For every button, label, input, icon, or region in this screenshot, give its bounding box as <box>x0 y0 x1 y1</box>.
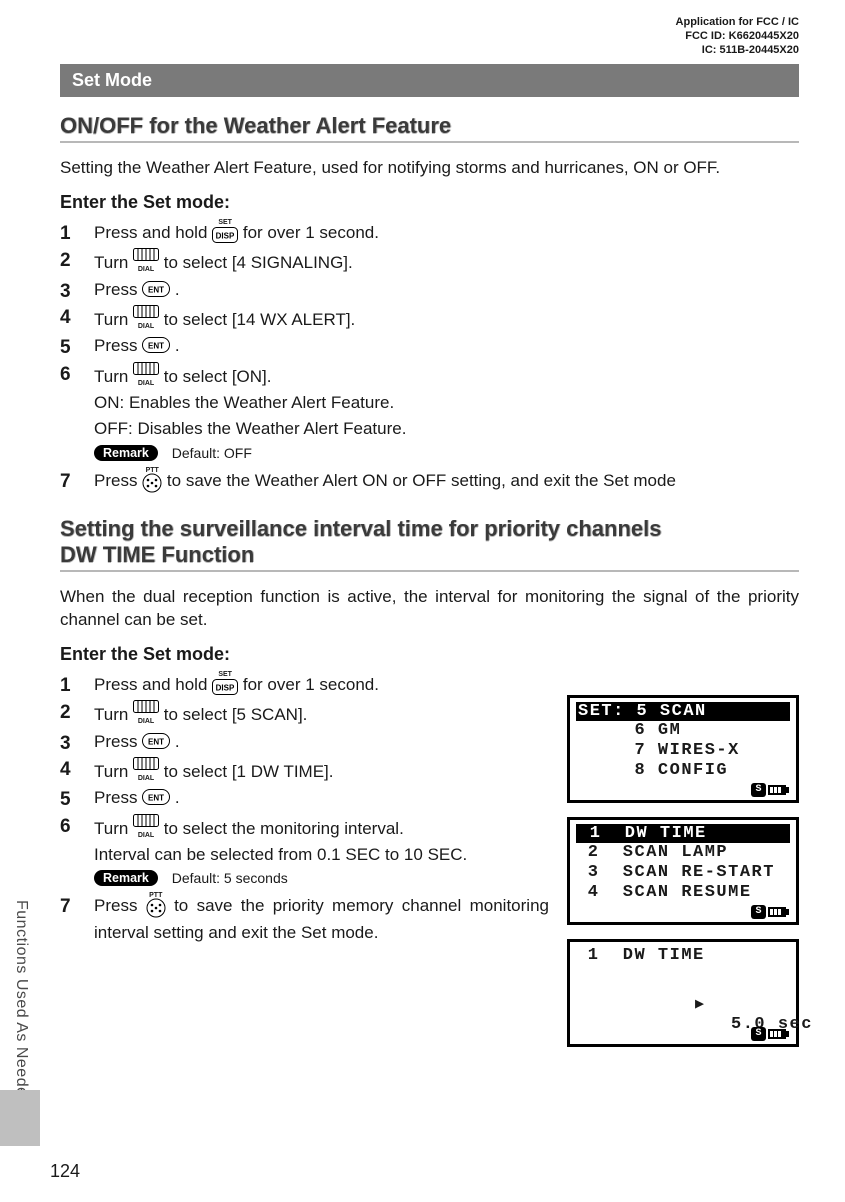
remark-text: Default: OFF <box>172 445 252 461</box>
side-chapter-label: Functions Used As Needed <box>12 900 30 1106</box>
remark-badge: Remark <box>94 445 158 461</box>
ent-key-icon: ENT <box>142 280 175 299</box>
step: Press and hold SET DISP for over 1 secon… <box>60 671 549 698</box>
lcd-status-icons: S <box>751 1027 790 1041</box>
side-tab-marker <box>0 1090 40 1146</box>
section-intro: Setting the Weather Alert Feature, used … <box>60 157 799 180</box>
battery-icon <box>768 784 790 796</box>
app-header-line: IC: 511B-20445X20 <box>676 44 799 58</box>
app-header-line: Application for FCC / IC <box>676 16 799 30</box>
steps-list: Press and hold SET DISP for over 1 secon… <box>60 219 799 390</box>
svg-text:DISP: DISP <box>216 231 235 240</box>
step: Press ENT . <box>60 785 549 811</box>
lcd-screen-dw-time-value: 1 DW TIME ▶ 5.0 sec S <box>567 939 799 1047</box>
lcd-row: 3 SCAN RE-START <box>576 863 790 883</box>
remark-badge: Remark <box>94 870 158 886</box>
option-off: OFF: Disables the Weather Alert Feature. <box>60 416 799 442</box>
step: Press ENT . <box>60 333 799 359</box>
svg-text:DISP: DISP <box>216 683 235 692</box>
step: Turn DIAL to select [14 WX ALERT]. <box>60 303 799 333</box>
ptt-key-icon: PTT <box>142 467 162 493</box>
lcd-status-icons: S <box>751 783 790 797</box>
steps-list: Press and hold SET DISP for over 1 secon… <box>60 671 549 842</box>
ptt-key-icon: PTT <box>146 892 166 918</box>
step: Turn DIAL to select [5 SCAN]. <box>60 698 549 728</box>
step: Press ENT . <box>60 729 549 755</box>
dial-knob-icon: DIAL <box>133 246 159 272</box>
lcd-row: 1 DW TIME <box>576 946 790 966</box>
play-arrow-icon: ▶ <box>695 996 711 1013</box>
step: Turn DIAL to select [1 DW TIME]. <box>60 755 549 785</box>
lcd-screen-scan-menu: 1 DW TIME 2 SCAN LAMP 3 SCAN RE-START 4 … <box>567 817 799 925</box>
svg-text:ENT: ENT <box>148 794 164 803</box>
dial-knob-icon: DIAL <box>133 812 159 838</box>
ent-key-icon: ENT <box>142 788 175 807</box>
steps-list-cont: Press PTT to save the Weather Alert ON o… <box>60 467 799 494</box>
section-intro: When the dual reception function is acti… <box>60 586 799 632</box>
disp-key-icon: SET DISP <box>212 671 238 697</box>
s-indicator-icon: S <box>751 783 766 797</box>
step: Press PTT to save the priority memory ch… <box>60 892 549 946</box>
step: Press PTT to save the Weather Alert ON o… <box>60 467 799 494</box>
ent-key-icon: ENT <box>142 732 175 751</box>
step: Turn DIAL to select [ON]. <box>60 360 799 390</box>
ent-key-icon: ENT <box>142 336 175 355</box>
section-heading-dw-time: Setting the surveillance interval time f… <box>60 516 799 572</box>
page-number: 124 <box>50 1161 80 1182</box>
lcd-row: 6 GM <box>576 721 790 741</box>
step: Press ENT . <box>60 277 799 303</box>
dial-knob-icon: DIAL <box>133 755 159 781</box>
svg-text:ENT: ENT <box>148 737 164 746</box>
lcd-row-selected: 1 DW TIME <box>576 824 790 844</box>
lcd-value-row: ▶ 5.0 sec <box>576 975 790 1053</box>
application-header: Application for FCC / IC FCC ID: K662044… <box>676 16 799 57</box>
step: Turn DIAL to select the monitoring inter… <box>60 812 549 842</box>
interval-range-note: Interval can be selected from 0.1 SEC to… <box>60 842 549 868</box>
lcd-row-selected: SET: 5 SCAN <box>576 702 790 722</box>
lcd-row: 2 SCAN LAMP <box>576 843 790 863</box>
lcd-screen-set-menu: SET: 5 SCAN 6 GM 7 WIRES-X 8 CONFIG S <box>567 695 799 803</box>
lcd-row: 7 WIRES-X <box>576 741 790 761</box>
step: Press and hold SET DISP for over 1 secon… <box>60 219 799 246</box>
dial-knob-icon: DIAL <box>133 303 159 329</box>
option-on: ON: Enables the Weather Alert Feature. <box>60 390 799 416</box>
battery-icon <box>768 1028 790 1040</box>
s-indicator-icon: S <box>751 1027 766 1041</box>
steps-list-cont: Press PTT to save the priority memory ch… <box>60 892 549 946</box>
remark-row: Remark Default: OFF <box>60 445 799 461</box>
enter-set-mode-label: Enter the Set mode: <box>60 192 799 213</box>
enter-set-mode-label: Enter the Set mode: <box>60 644 799 665</box>
lcd-row: 4 SCAN RESUME <box>576 883 790 903</box>
remark-row: Remark Default: 5 seconds <box>60 870 549 886</box>
svg-text:ENT: ENT <box>148 342 164 351</box>
s-indicator-icon: S <box>751 905 766 919</box>
lcd-row: 8 CONFIG <box>576 761 790 781</box>
disp-key-icon: SET DISP <box>212 219 238 245</box>
step: Turn DIAL to select [4 SIGNALING]. <box>60 246 799 276</box>
remark-text: Default: 5 seconds <box>172 870 288 886</box>
lcd-status-icons: S <box>751 905 790 919</box>
dial-knob-icon: DIAL <box>133 698 159 724</box>
svg-text:ENT: ENT <box>148 285 164 294</box>
battery-icon <box>768 906 790 918</box>
section-bar: Set Mode <box>60 64 799 97</box>
app-header-line: FCC ID: K6620445X20 <box>676 30 799 44</box>
dial-knob-icon: DIAL <box>133 360 159 386</box>
section-heading-wx-alert: ON/OFF for the Weather Alert Feature <box>60 113 799 143</box>
